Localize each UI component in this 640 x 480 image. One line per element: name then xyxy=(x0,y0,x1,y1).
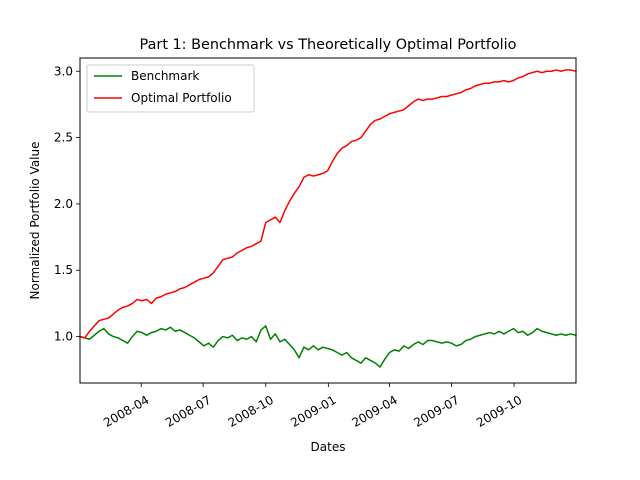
legend-label-optimal-portfolio: Optimal Portfolio xyxy=(131,91,232,105)
y-tick-label: 1.0 xyxy=(54,330,73,344)
legend-frame xyxy=(86,64,255,113)
y-tick-label: 2.0 xyxy=(54,197,73,211)
series-line-optimal-portfolio xyxy=(79,69,577,339)
x-axis-label: Dates xyxy=(311,440,346,454)
legend: Benchmark Optimal Portfolio xyxy=(86,64,255,113)
legend-label-benchmark: Benchmark xyxy=(131,69,199,83)
y-tick-label: 2.5 xyxy=(54,131,73,145)
y-axis-label: Normalized Portfolio Value xyxy=(28,142,42,300)
series-layer xyxy=(79,69,577,368)
y-axis-ticks: 1.0 1.5 2.0 2.5 3.0 xyxy=(54,64,80,344)
series-line-benchmark xyxy=(79,325,577,368)
y-tick-label: 3.0 xyxy=(54,64,73,78)
chart-title: Part 1: Benchmark vs Theoretically Optim… xyxy=(140,37,517,53)
y-tick-label: 1.5 xyxy=(54,263,73,277)
